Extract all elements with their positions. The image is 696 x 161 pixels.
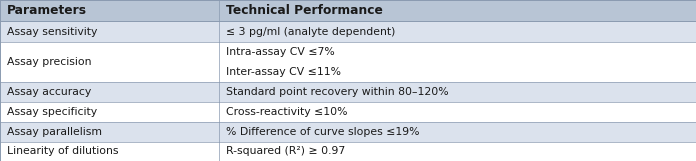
Text: Linearity of dilutions: Linearity of dilutions [7, 147, 118, 156]
Bar [0, 21, 696, 42]
Text: Assay specificity: Assay specificity [7, 107, 97, 117]
Text: % Difference of curve slopes ≤19%: % Difference of curve slopes ≤19% [226, 127, 420, 137]
Bar [0, 142, 696, 161]
Text: Technical Performance: Technical Performance [226, 4, 383, 17]
Text: ≤ 3 pg/ml (analyte dependent): ≤ 3 pg/ml (analyte dependent) [226, 27, 395, 37]
Text: Assay accuracy: Assay accuracy [7, 87, 91, 97]
Text: Assay parallelism: Assay parallelism [7, 127, 102, 137]
Text: Assay sensitivity: Assay sensitivity [7, 27, 97, 37]
Text: Standard point recovery within 80–120%: Standard point recovery within 80–120% [226, 87, 449, 97]
Bar [0, 122, 696, 142]
Bar [0, 82, 696, 102]
Text: Intra-assay CV ≤7%: Intra-assay CV ≤7% [226, 47, 335, 57]
Text: Assay precision: Assay precision [7, 57, 91, 67]
Text: Parameters: Parameters [7, 4, 87, 17]
Text: Cross-reactivity ≤10%: Cross-reactivity ≤10% [226, 107, 348, 117]
Bar [0, 0, 696, 21]
Bar [0, 42, 696, 82]
Text: Inter-assay CV ≤11%: Inter-assay CV ≤11% [226, 67, 341, 77]
Text: R-squared (R²) ≥ 0.97: R-squared (R²) ≥ 0.97 [226, 147, 345, 156]
Bar [0, 102, 696, 122]
